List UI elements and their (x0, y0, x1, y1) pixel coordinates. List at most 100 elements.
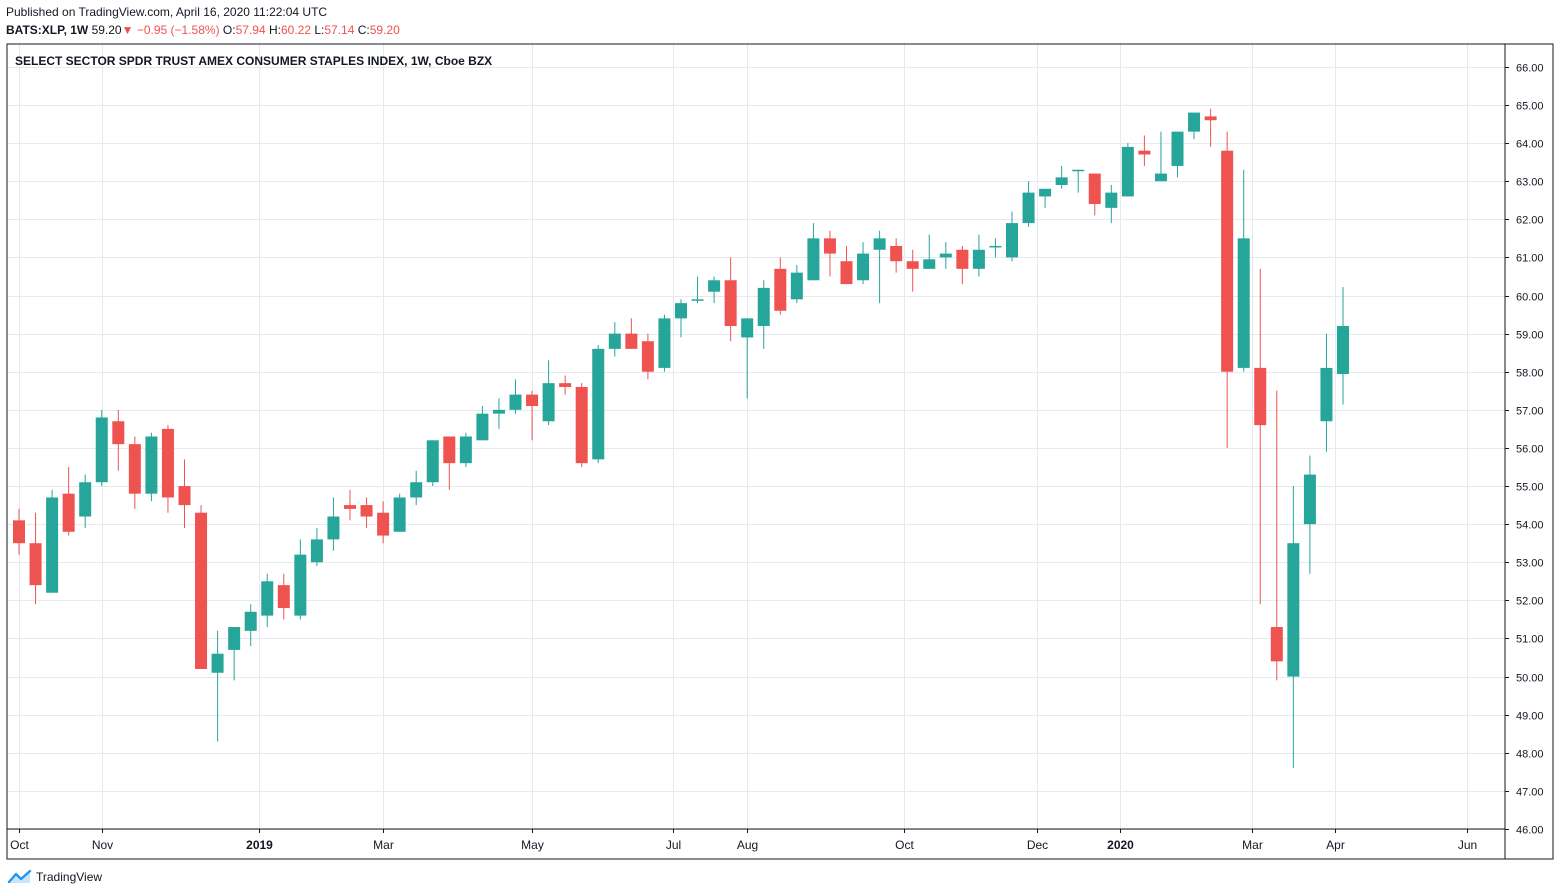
candle[interactable] (757, 280, 770, 349)
candle[interactable] (939, 242, 952, 269)
candle[interactable] (559, 375, 572, 395)
candle[interactable] (1237, 169, 1250, 372)
candle[interactable] (476, 406, 489, 441)
candle[interactable] (211, 630, 224, 742)
candle[interactable] (1303, 455, 1316, 574)
candle[interactable] (1337, 287, 1349, 405)
candle[interactable] (625, 318, 638, 349)
candle[interactable] (1006, 211, 1018, 262)
quote-line: BATS:XLP, 1W 59.20▼ −0.95 (−1.58%) O:57.… (6, 23, 400, 37)
candle[interactable] (790, 265, 803, 304)
candle-body (625, 333, 638, 349)
candle-body (675, 303, 687, 319)
candle[interactable] (658, 314, 671, 372)
candle[interactable] (509, 379, 522, 414)
candle[interactable] (492, 398, 505, 429)
candle[interactable] (443, 436, 456, 490)
candle-body (1221, 150, 1234, 372)
price-axis[interactable]: 66.00 65.00 64.00 63.00 62.00 61.00 60.00 59.00… (1505, 63, 1544, 837)
candle[interactable] (1320, 333, 1333, 452)
candle[interactable] (1072, 169, 1085, 193)
candle[interactable] (426, 440, 439, 487)
candle[interactable] (344, 489, 356, 521)
candle[interactable] (29, 512, 42, 605)
candle-body (377, 512, 390, 536)
candle[interactable] (244, 604, 257, 647)
candle[interactable] (857, 242, 870, 285)
price-tick-label: 62.00 (1516, 215, 1544, 227)
candle[interactable] (95, 409, 108, 487)
candle[interactable] (840, 245, 853, 285)
candle[interactable] (575, 383, 588, 467)
candle-body (1039, 188, 1052, 197)
candle[interactable] (13, 508, 25, 555)
candle[interactable] (774, 257, 787, 315)
grid-lines (7, 44, 1505, 830)
candle[interactable] (228, 627, 241, 681)
candle[interactable] (261, 573, 274, 628)
time-tick-label: Jun (1458, 838, 1477, 852)
candle[interactable] (526, 390, 539, 441)
candle-body (526, 394, 539, 407)
candle[interactable] (327, 497, 340, 551)
candle[interactable] (410, 470, 423, 506)
candle[interactable] (128, 436, 141, 509)
candle[interactable] (989, 238, 1002, 258)
candle[interactable] (377, 501, 390, 544)
candle[interactable] (1254, 268, 1267, 605)
candle[interactable] (1188, 112, 1201, 140)
candle[interactable] (1287, 486, 1300, 769)
close-value: 59.20 (369, 23, 400, 37)
candle-body (790, 272, 803, 300)
candle[interactable] (178, 459, 191, 528)
candle[interactable] (1039, 188, 1052, 208)
candle[interactable] (542, 360, 555, 426)
candle[interactable] (873, 230, 886, 304)
candle[interactable] (1088, 173, 1101, 216)
candle-body (1088, 173, 1101, 205)
candle[interactable] (1105, 184, 1118, 224)
candle[interactable] (161, 425, 174, 513)
candle[interactable] (592, 345, 605, 464)
candle[interactable] (1055, 165, 1068, 189)
candle[interactable] (1270, 390, 1283, 681)
candle[interactable] (1221, 131, 1234, 448)
candle[interactable] (277, 573, 290, 620)
candle[interactable] (691, 276, 704, 304)
candle[interactable] (807, 223, 820, 281)
time-axis[interactable]: Oct Nov 2019 Mar May Jul Aug Oct Dec 2020 Mar Apr Ju… (10, 829, 1477, 852)
candle[interactable] (1204, 108, 1217, 147)
candle[interactable] (708, 276, 721, 304)
candle[interactable] (145, 432, 158, 502)
candle[interactable] (972, 234, 985, 277)
candle[interactable] (1121, 143, 1134, 197)
candle[interactable] (393, 493, 406, 532)
candle[interactable] (294, 539, 307, 620)
candle[interactable] (923, 234, 936, 269)
candle[interactable] (1138, 135, 1151, 166)
candle[interactable] (459, 432, 472, 467)
candle[interactable] (823, 230, 836, 277)
candle[interactable] (675, 299, 687, 338)
candle[interactable] (112, 409, 125, 471)
candle[interactable] (195, 505, 208, 669)
candle[interactable] (741, 318, 754, 399)
candle[interactable] (79, 474, 92, 528)
candle[interactable] (62, 466, 75, 536)
candle-body (476, 413, 489, 441)
candle[interactable] (1171, 131, 1184, 178)
candle[interactable] (906, 249, 919, 292)
candle[interactable] (956, 245, 969, 285)
candle[interactable] (890, 238, 903, 273)
candle[interactable] (46, 489, 59, 593)
candle[interactable] (608, 322, 621, 357)
candle[interactable] (310, 527, 323, 567)
time-tick-label: Mar (1242, 838, 1263, 852)
candle-body (608, 333, 621, 349)
candle[interactable] (641, 333, 654, 380)
candle[interactable] (1022, 181, 1035, 227)
candle[interactable] (360, 497, 373, 528)
candle[interactable] (1154, 131, 1167, 182)
candle[interactable] (724, 257, 737, 342)
